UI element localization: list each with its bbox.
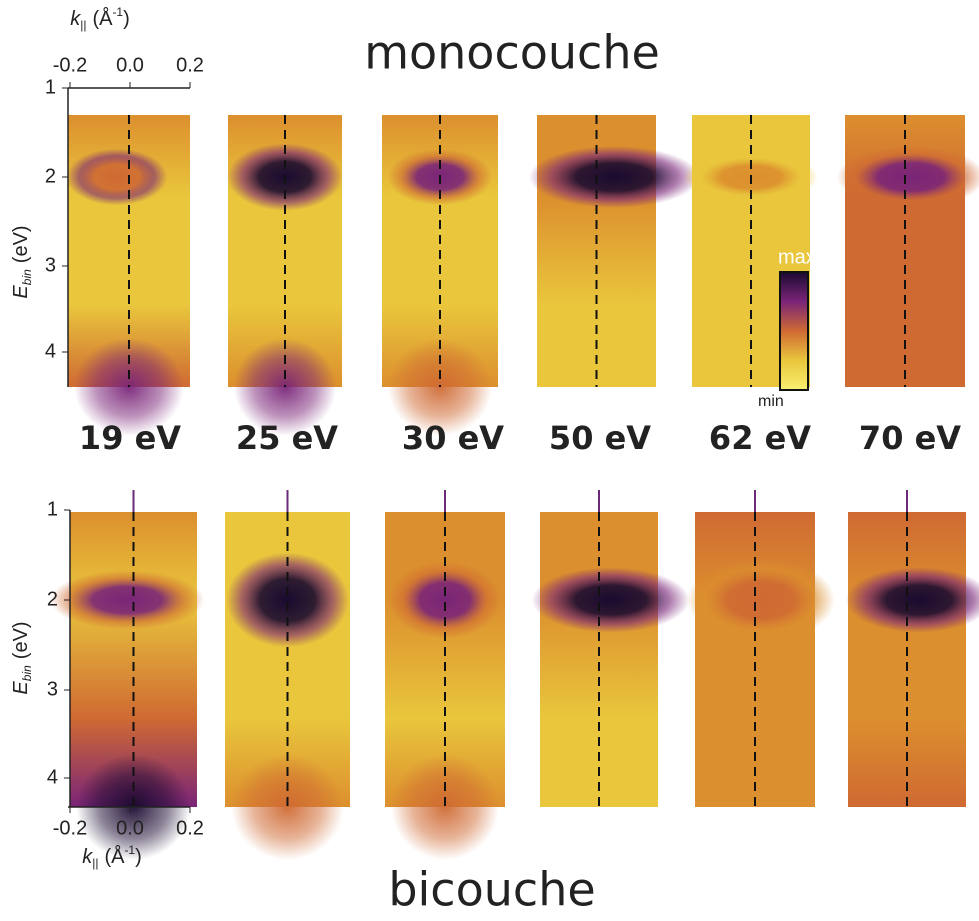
colorbar-min: min [758,393,784,410]
label-part: ) [135,846,142,868]
label-part: E [10,285,32,299]
spectrum-band [226,552,349,648]
e-tick-label: 3 [45,254,56,276]
label-part: k [82,846,93,868]
e-axis-label: Ebin (eV) [10,621,34,694]
spectrum-panel [540,512,658,807]
k-tick-label: -0.2 [53,817,87,839]
label-part: -1 [124,843,135,857]
k-axis-label: k|| (Å-1) [70,5,130,32]
label-part: (Å [92,7,113,30]
label-part: || [80,18,86,32]
photon-energy: 70 eV [859,419,961,457]
k-tick-label: 0.0 [116,54,144,76]
label-part: (Å [104,845,125,868]
label-part: -1 [112,5,123,19]
e-tick-label: 2 [47,588,58,610]
label-part: (eV) [10,225,32,263]
k-tick-label: 0.0 [116,817,144,839]
label-part: bin [20,665,34,681]
spectrum-feature [391,753,499,861]
k-tick-label: -0.2 [53,54,87,76]
label-part: || [92,856,98,870]
spectrum-band [845,567,979,633]
spectrum-band [389,561,501,639]
photon-energy: 50 eV [549,419,651,457]
bottom-title: bicouche [388,863,595,917]
e-tick-label: 2 [45,165,56,187]
spectrum-feature [231,753,344,861]
label-part: E [10,681,32,695]
top-title: monocouche [364,26,660,80]
k-tick-label: 0.2 [176,817,204,839]
e-tick-label: 3 [47,678,58,700]
spectrum-band [528,145,700,209]
e-axis-label: Ebin (eV) [10,225,34,298]
label-part: k [70,8,81,30]
spectrum-band [687,558,835,642]
label-part: ) [123,8,130,30]
photon-energy: 25 eV [236,419,338,457]
e-tick-label: 4 [45,340,56,362]
spectrum-band [531,567,690,633]
spectrum-panel [695,512,815,807]
e-tick-label: 1 [47,498,58,520]
spectrum-band [837,145,979,209]
photon-energy: 19 eV [79,419,181,457]
spectrum-band [66,148,168,206]
k-tick-label: 0.2 [176,54,204,76]
colorbar [779,271,809,391]
k-axis-label: k|| (Å-1) [82,843,142,870]
spectrum-band [50,570,205,630]
spectrum-panel [848,512,966,807]
photon-energy: 62 eV [709,419,811,457]
colorbar-max: max [778,246,816,268]
label-part: (eV) [10,621,32,659]
e-tick-label: 4 [47,766,58,788]
label-part: bin [20,269,34,285]
e-tick-label: 1 [45,76,56,98]
photon-energy: 30 eV [402,419,504,457]
